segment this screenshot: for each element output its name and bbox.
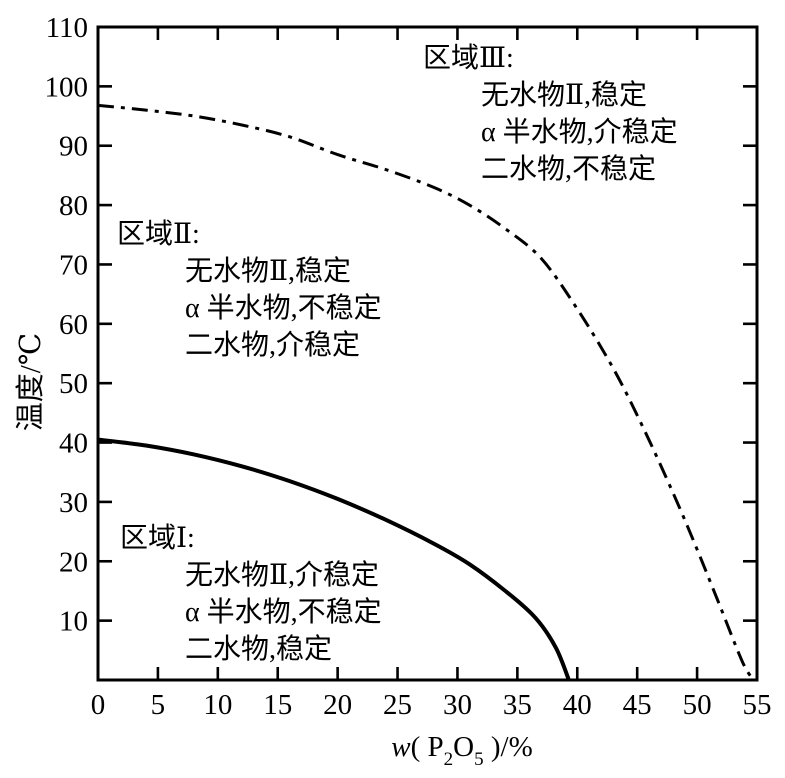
region-3-line-1: 无水物Ⅱ,稳定	[481, 80, 648, 111]
region-3-title: 区域Ⅲ:	[423, 43, 514, 74]
y-tick-label: 100	[45, 71, 89, 103]
region-3-annotation: 区域Ⅲ: 无水物Ⅱ,稳定 α 半水物,介稳定 二水物,不稳定	[423, 40, 678, 188]
region-3-line-3: 二水物,不稳定	[481, 154, 657, 185]
region-1-title: 区域Ⅰ:	[120, 523, 195, 554]
axis-tick-labels: 0 5 10 15 20 25 30 35 40 45 50 55 10 20 30 40 50 60 70 80 90…	[45, 12, 772, 721]
x-axis-title-w: w	[391, 731, 411, 763]
x-axis-title-open: ( P	[411, 731, 444, 763]
x-axis-title-O: O	[453, 731, 474, 763]
x-axis-title-sub2: 2	[444, 749, 454, 770]
x-tick-label: 30	[443, 689, 472, 721]
plot-frame	[96, 25, 759, 682]
data-curves	[97, 103, 755, 681]
y-tick-label: 30	[59, 487, 88, 519]
x-tick-label: 10	[203, 689, 232, 721]
region-1-line-1: 无水物Ⅱ,介稳定	[185, 560, 380, 591]
y-tick-label: 20	[59, 546, 88, 578]
region-1-line-2: α 半水物,不稳定	[185, 597, 382, 628]
x-tick-label: 55	[743, 689, 772, 721]
x-axis-title-sub5: 5	[474, 749, 484, 770]
x-tick-label: 40	[563, 689, 592, 721]
curve-solid	[97, 437, 571, 681]
region-2-line-1: 无水物Ⅱ,稳定	[185, 256, 352, 287]
x-axis-title: w( P2O5 )/%	[391, 731, 532, 770]
x-tick-label: 45	[623, 689, 652, 721]
region-2-line-2: α 半水物,不稳定	[185, 293, 382, 324]
region-2-title: 区域Ⅱ:	[117, 219, 200, 250]
x-tick-label: 25	[383, 689, 412, 721]
y-axis-title: 温度/℃	[14, 333, 47, 432]
region-1-line-3: 二水物,稳定	[185, 634, 333, 665]
x-tick-label: 5	[151, 689, 166, 721]
x-tick-label: 35	[503, 689, 532, 721]
y-tick-label: 80	[59, 190, 88, 222]
region-2-line-3: 二水物,介稳定	[185, 330, 361, 361]
x-tick-label: 15	[263, 689, 292, 721]
curve-dashdot	[97, 103, 755, 681]
y-tick-label: 110	[46, 12, 88, 44]
y-tick-label: 50	[59, 368, 88, 400]
y-tick-label: 90	[59, 131, 88, 163]
region-3-line-2: α 半水物,介稳定	[481, 117, 678, 148]
axis-ticks	[96, 25, 759, 680]
x-tick-label: 50	[683, 689, 712, 721]
y-tick-label: 70	[59, 249, 88, 281]
y-tick-label: 60	[59, 309, 88, 341]
region-1-annotation: 区域Ⅰ: 无水物Ⅱ,介稳定 α 半水物,不稳定 二水物,稳定	[120, 520, 382, 668]
region-2-annotation: 区域Ⅱ: 无水物Ⅱ,稳定 α 半水物,不稳定 二水物,介稳定	[117, 216, 382, 364]
y-tick-label: 40	[59, 428, 88, 460]
x-tick-label: 20	[323, 689, 352, 721]
x-tick-label: 0	[91, 689, 106, 721]
y-tick-label: 10	[59, 606, 88, 638]
x-axis-title-close: )/%	[484, 731, 533, 763]
